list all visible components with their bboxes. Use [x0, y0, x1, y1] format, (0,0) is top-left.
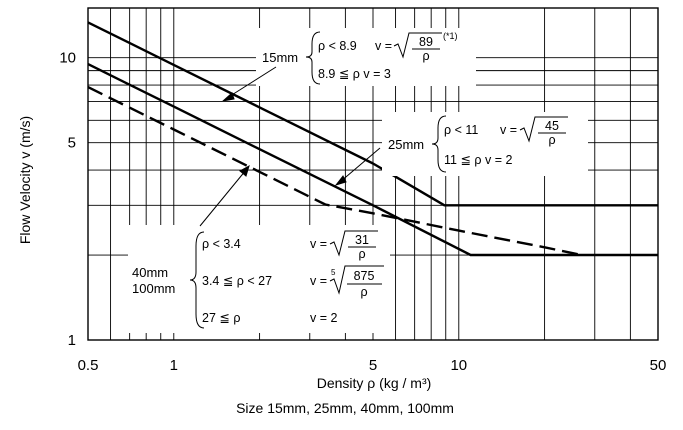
annotation-15mm-sqrt — [393, 32, 442, 59]
annotation-40mm-row2-cond: 3.4 ≦ ρ < 27 — [202, 274, 272, 288]
annotation-40mm-row3-cond: 27 ≦ ρ — [202, 311, 240, 325]
leader-lines — [199, 66, 381, 227]
annotation-25mm-sqrt — [519, 116, 568, 143]
annotation-40mm-row2-num: 875 — [354, 269, 375, 283]
leader-25mm — [339, 147, 381, 183]
leader-15mm — [226, 66, 277, 99]
annotation-25mm-den: ρ — [548, 133, 555, 147]
annotation-40mm-label: 40mm — [132, 265, 168, 280]
annotation-25mm-row1-v: v = — [500, 123, 517, 137]
annotation-15mm-label: 15mm — [262, 50, 298, 65]
annotation-25mm-box — [382, 112, 588, 176]
annotation-15mm-row1-v: v = — [375, 39, 392, 53]
annotation-40mm-row2-sqrt — [329, 265, 384, 295]
annotation-25mm-row1-cond: ρ < 11 — [444, 123, 478, 137]
x-axis-title: Density ρ (kg / m³) — [317, 375, 432, 391]
y-tick-label: 1 — [68, 332, 76, 349]
series-layer — [87, 21, 658, 257]
annotation-40mm-row1-num: 31 — [355, 233, 369, 247]
annotation-40mm-row2-root-index: 5 — [331, 268, 336, 277]
annotation-15mm-brace — [305, 31, 321, 85]
annotation-15mm-den: ρ — [422, 49, 429, 63]
series-line-0 — [87, 21, 658, 207]
annotation-15mm-row1-cond: ρ < 8.9 — [318, 39, 357, 53]
annotation-40mm-row1-sqrt — [329, 230, 378, 257]
leader-40mm — [199, 169, 247, 227]
x-tick-label: 1 — [170, 357, 178, 374]
annotation-15mm: 15mm ρ < 8.9 v = 89 ρ (*1) 8.9 ≦ ρ v = 3 — [256, 28, 476, 86]
annotation-25mm: 25mm ρ < 11 v = 45 ρ 11 ≦ ρ v = 2 — [382, 112, 588, 176]
annotation-40mm-row2-v: v = — [310, 274, 327, 288]
annotation-25mm-row2: 11 ≦ ρ v = 2 — [444, 153, 512, 167]
x-tick-label: 5 — [369, 357, 377, 374]
y-axis-title: Flow Velocity v (m/s) — [17, 116, 33, 244]
chart-caption: Size 15mm, 25mm, 40mm, 100mm — [236, 400, 454, 416]
annotation-40mm-row1-cond: ρ < 3.4 — [202, 237, 241, 251]
annotation-25mm-num: 45 — [545, 119, 559, 133]
leader-25mm-arrowhead — [334, 175, 347, 186]
annotation-40mm-100mm: 40mm 100mm ρ < 3.4 v = 31 ρ 3.4 ≦ ρ < 27… — [128, 225, 390, 333]
annotation-40mm-row1-v: v = — [310, 237, 327, 251]
annotation-25mm-brace — [431, 115, 447, 173]
annotation-15mm-note: (*1) — [443, 31, 458, 41]
leader-15mm-arrowhead — [221, 92, 235, 102]
annotation-15mm-row2: 8.9 ≦ ρ v = 3 — [318, 67, 391, 81]
annotation-15mm-num: 89 — [419, 35, 433, 49]
x-tick-labels: 0.5 1 5 10 50 — [78, 357, 667, 374]
x-tick-label: 0.5 — [78, 357, 99, 374]
x-tick-label: 10 — [450, 357, 467, 374]
plot-frame — [87, 7, 659, 341]
series-line-1 — [87, 63, 658, 257]
annotation-40mm-row3-v: v = 2 — [310, 311, 337, 325]
annotation-40mm-row1-den: ρ — [358, 247, 365, 261]
annotation-40mm-row2-den: ρ — [360, 285, 367, 299]
annotation-100mm-label: 100mm — [132, 281, 175, 296]
annotation-25mm-label: 25mm — [388, 137, 424, 152]
annotation-15mm-box — [256, 28, 476, 86]
leader-40mm-arrowhead — [239, 164, 250, 177]
annotation-40mm-box — [128, 225, 390, 333]
y-tick-label: 5 — [68, 135, 76, 152]
annotation-40mm-brace — [189, 231, 205, 329]
y-tick-label: 10 — [59, 50, 76, 67]
series-line-2 — [87, 86, 582, 257]
x-tick-label: 50 — [650, 357, 667, 374]
